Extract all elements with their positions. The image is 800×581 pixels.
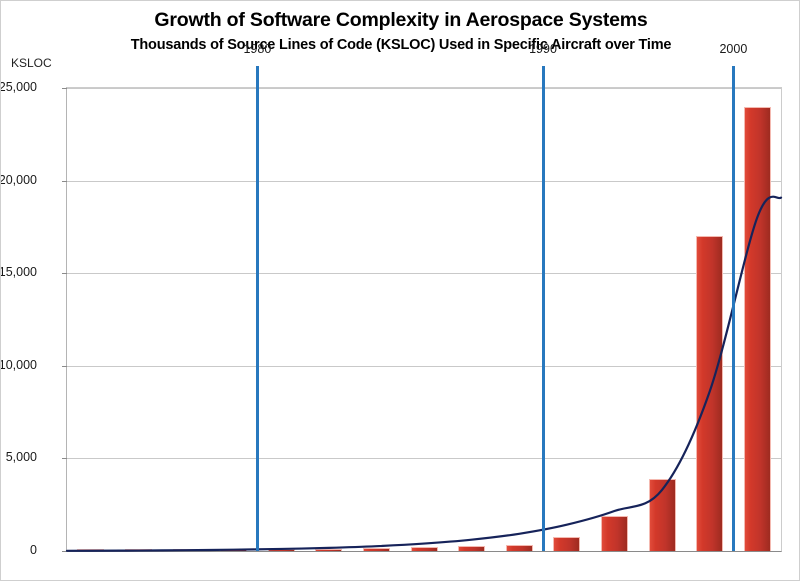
chart-subtitle: Thousands of Source Lines of Code (KSLOC… bbox=[1, 37, 800, 53]
bar-A330 bbox=[601, 516, 628, 551]
year-marker-line-1980 bbox=[256, 66, 259, 551]
y-axis-unit-label: KSLOC bbox=[11, 56, 52, 70]
bar-B767 bbox=[315, 549, 342, 551]
bar-B747 bbox=[411, 547, 438, 551]
year-marker-label-1980: 1980 bbox=[243, 42, 271, 56]
y-tick-label: 25,000 bbox=[0, 80, 37, 94]
year-marker-line-2000 bbox=[732, 66, 735, 551]
year-marker-label-2000: 2000 bbox=[719, 42, 747, 56]
bar-A300FF bbox=[173, 549, 200, 551]
bar-series bbox=[67, 88, 781, 551]
y-tick-mark bbox=[62, 551, 67, 552]
y-tick-label: 20,000 bbox=[0, 173, 37, 187]
bar-INS bbox=[77, 549, 104, 551]
bar-F16D bbox=[363, 548, 390, 551]
plot-area: 05,00010,00015,00020,00025,000 198019902… bbox=[66, 87, 782, 552]
bar-B757 bbox=[268, 549, 295, 551]
page-title: Growth of Software Complexity in Aerospa… bbox=[1, 9, 800, 32]
bar-A310 bbox=[458, 546, 485, 551]
bar-B737 bbox=[506, 545, 533, 551]
y-tick-label: 10,000 bbox=[0, 358, 37, 372]
y-tick-label: 15,000 bbox=[0, 265, 37, 279]
year-marker-label-1990: 1990 bbox=[529, 42, 557, 56]
bar-B777 bbox=[649, 479, 676, 551]
bar-F16A bbox=[220, 549, 247, 551]
y-tick-label: 0 bbox=[0, 543, 37, 557]
bar-F22 bbox=[696, 236, 723, 551]
bar-A320 bbox=[553, 537, 580, 551]
y-tick-label: 5,000 bbox=[0, 450, 37, 464]
year-marker-line-1990 bbox=[542, 66, 545, 551]
bar-A300B bbox=[125, 549, 152, 551]
chart-page: Growth of Software Complexity in Aerospa… bbox=[0, 0, 800, 581]
bar-F35 bbox=[744, 107, 771, 551]
